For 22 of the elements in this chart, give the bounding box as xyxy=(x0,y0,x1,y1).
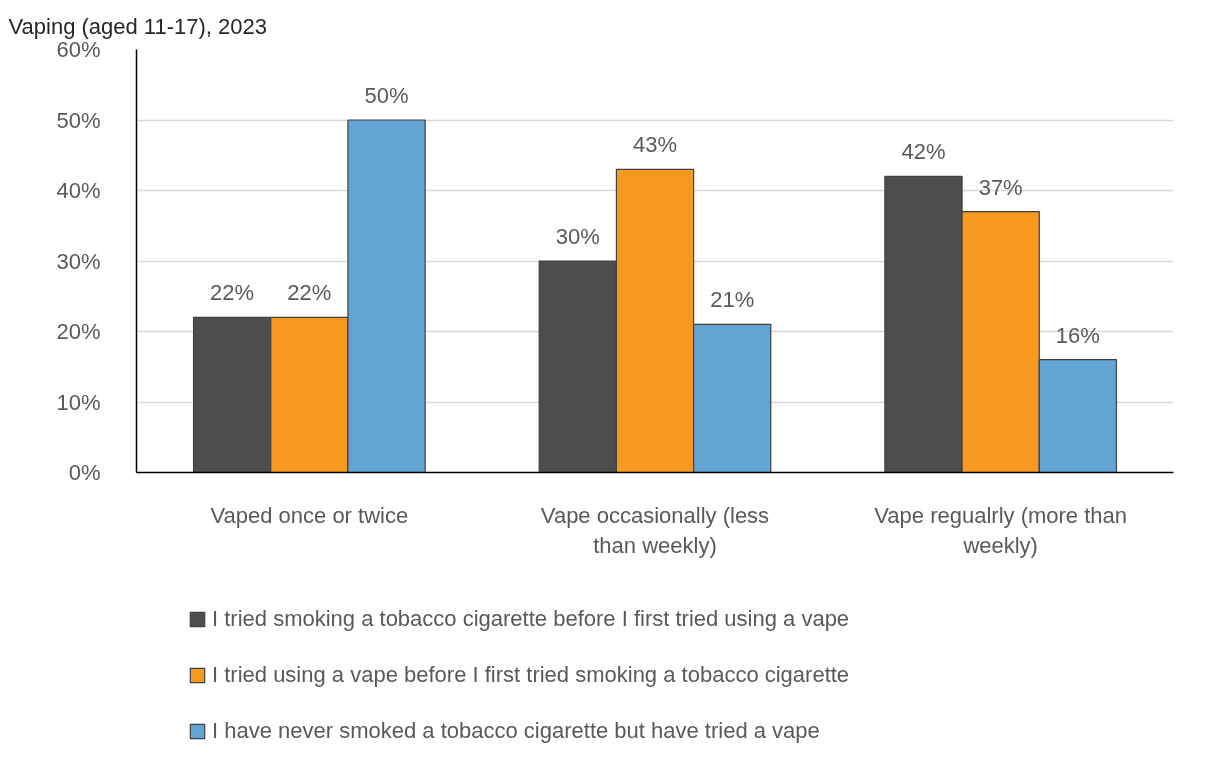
y-tick-label: 20% xyxy=(56,319,101,344)
y-tick-label: 10% xyxy=(56,389,101,415)
y-tick-label: 0% xyxy=(68,460,101,485)
chart-title: Vaping (aged 11-17), 2023 xyxy=(8,13,267,39)
data-label: 42% xyxy=(901,139,946,165)
x-tick-label: Vaped once or twice xyxy=(210,502,409,528)
x-tick-label: Vape occasionally (less than weekly) xyxy=(540,502,770,558)
legend-label: I tried using a vape before I first tried smoking a tobacco cigarette xyxy=(212,662,850,688)
data-label: 50% xyxy=(364,83,409,108)
y-tick-label: 40% xyxy=(56,178,101,203)
data-label: 21% xyxy=(710,287,755,313)
x-tick-label: Vape regualrly (more than weekly) xyxy=(874,502,1128,558)
y-tick-label: 50% xyxy=(56,107,101,133)
data-label: 37% xyxy=(978,174,1023,200)
data-label: 43% xyxy=(632,132,678,158)
y-tick-label: 30% xyxy=(56,248,101,274)
legend-label: I have never smoked a tobacco cigarette but have tried a vape xyxy=(212,718,820,744)
data-label: 22% xyxy=(287,280,332,306)
data-label: 30% xyxy=(555,224,600,249)
legend-label: I tried smoking a tobacco cigarette before I first tried using a vape xyxy=(212,606,850,632)
data-label: 22% xyxy=(210,280,255,306)
data-label: 16% xyxy=(1055,322,1100,348)
